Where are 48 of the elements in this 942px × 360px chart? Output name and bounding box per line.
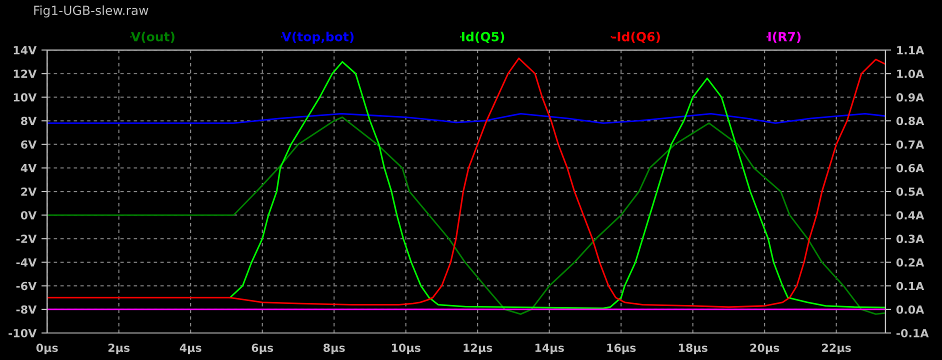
y-tick-label: 0V (20, 211, 37, 220)
legend-label: V(out) (130, 32, 174, 43)
y-tick-label: -10V (8, 328, 37, 338)
y2-tick-label: 0.5A (896, 187, 924, 196)
y2-tick-label: 0.6A (896, 164, 924, 172)
x-tick-label: 12µs (464, 344, 492, 354)
y-tick-label: 14V (14, 46, 37, 54)
x-tick-label: 14µs (535, 344, 564, 354)
y-tick-label: -4V (16, 258, 37, 266)
x-tick-label: 6µs (252, 344, 274, 354)
y2-tick-label: 0.7A (896, 140, 924, 149)
line-series (47, 116, 886, 315)
x-tick-label: 0µs (36, 344, 58, 354)
x-tick-label: 2µs (108, 344, 130, 354)
y2-tick-label: 0.2A (896, 258, 924, 267)
y2-tick-label: 0.8A (896, 116, 924, 126)
y-tick-label: -8V (16, 305, 37, 314)
x-tick-label: 20µs (750, 344, 780, 354)
x-tick-label: 8µs (324, 344, 345, 354)
line-series (47, 112, 886, 124)
y-tick-label: -2V (16, 234, 37, 243)
line-series (229, 61, 886, 310)
y2-tick-label: 1.1A (897, 46, 924, 54)
x-tick-label: 18µs (678, 344, 708, 354)
x-tick-label: 10µs (392, 344, 420, 354)
y-tick-label: -6V (16, 282, 37, 290)
y2-tick-label: 0.0A (896, 305, 924, 314)
y2-tick-label: 0.9A (896, 93, 924, 102)
legend-label: V(top,bot) (282, 32, 354, 44)
y-tick-label: 4V (20, 164, 37, 172)
legend-label: -Id(Q6) (612, 32, 660, 44)
y-tick-label: 6V (21, 140, 37, 149)
y2-tick-label: -0.1A (896, 328, 929, 338)
y2-tick-label: 0.3A (896, 234, 924, 244)
chart-title: Fig1-UGB-slew.raw (34, 5, 148, 18)
legend-label: Id(Q5) (462, 32, 504, 44)
y2-tick-label: 1.0A (897, 70, 924, 78)
line-series (47, 58, 886, 308)
y2-tick-label: 0.1A (896, 282, 924, 290)
y2-tick-label: 0.4A (896, 211, 924, 220)
x-tick-label: 22µs (822, 344, 851, 354)
legend-label: I(R7) (768, 32, 801, 43)
y-tick-label: 8V (21, 116, 37, 126)
x-tick-label: 16µs (607, 344, 636, 354)
y-tick-label: 10V (14, 93, 37, 102)
x-tick-label: 4µs (180, 344, 202, 354)
y-tick-label: 12V (14, 70, 37, 78)
y-tick-label: 2V (21, 187, 37, 196)
